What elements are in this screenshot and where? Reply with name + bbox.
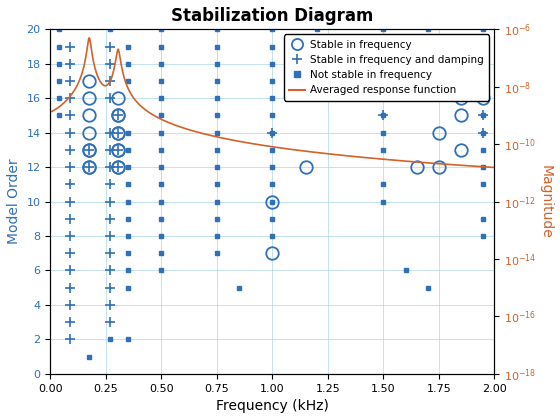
Averaged response function [491, 165, 498, 170]
Not stable in frequency [269, 234, 276, 239]
Stable in frequency [86, 113, 92, 118]
Stable in frequency [115, 147, 122, 152]
Stable in frequency [115, 96, 122, 101]
Stable in frequency [302, 165, 309, 170]
Stable in frequency [115, 113, 122, 118]
Stable in frequency [86, 165, 92, 170]
Stable in frequency and damping [67, 285, 74, 290]
Not stable in frequency [380, 79, 387, 84]
Stable in frequency and damping [107, 251, 114, 256]
Stable in frequency [458, 113, 464, 118]
Averaged response function [217, 135, 223, 140]
Stable in frequency [115, 165, 122, 170]
Stable in frequency and damping [107, 44, 114, 49]
Stable in frequency and damping [107, 234, 114, 239]
Stable in frequency [269, 199, 276, 204]
Stable in frequency and damping [67, 216, 74, 221]
Stable in frequency [413, 165, 420, 170]
Stable in frequency and damping [480, 130, 487, 135]
Stable in frequency and damping [67, 130, 74, 135]
Legend: Stable in frequency, Stable in frequency and damping, Not stable in frequency, A: Stable in frequency, Stable in frequency… [284, 34, 489, 100]
Stable in frequency and damping [67, 165, 74, 170]
Stable in frequency and damping [67, 302, 74, 307]
Y-axis label: Model Order: Model Order [7, 159, 21, 244]
Averaged response function [314, 150, 320, 155]
Not stable in frequency [480, 182, 487, 187]
Stable in frequency and damping [67, 79, 74, 84]
Stable in frequency and damping [67, 61, 74, 66]
Not stable in frequency [56, 27, 63, 32]
Stable in frequency and damping [107, 268, 114, 273]
Stable in frequency and damping [107, 285, 114, 290]
Stable in frequency [86, 147, 92, 152]
Title: Stabilization Diagram: Stabilization Diagram [171, 7, 374, 25]
Stable in frequency and damping [107, 79, 114, 84]
Line: Stable in frequency: Stable in frequency [83, 75, 489, 260]
Stable in frequency and damping [67, 44, 74, 49]
Stable in frequency and damping [67, 337, 74, 342]
Stable in frequency and damping [67, 234, 74, 239]
Averaged response function [336, 152, 343, 158]
Stable in frequency [86, 130, 92, 135]
Stable in frequency [458, 147, 464, 152]
Averaged response function [379, 157, 385, 162]
Line: Averaged response function: Averaged response function [50, 38, 494, 168]
Line: Not stable in frequency: Not stable in frequency [57, 27, 486, 359]
Stable in frequency and damping [67, 113, 74, 118]
Stable in frequency and damping [67, 251, 74, 256]
Stable in frequency [480, 96, 487, 101]
Stable in frequency and damping [107, 320, 114, 325]
Stable in frequency [436, 165, 442, 170]
Averaged response function [86, 35, 92, 40]
Stable in frequency and damping [480, 113, 487, 118]
Averaged response function [47, 109, 54, 114]
Stable in frequency and damping [67, 320, 74, 325]
Stable in frequency and damping [67, 199, 74, 204]
Averaged response function [128, 92, 134, 97]
Stable in frequency and damping [67, 96, 74, 101]
Y-axis label: Magnitude: Magnitude [539, 165, 553, 239]
Stable in frequency and damping [107, 96, 114, 101]
Stable in frequency and damping [107, 199, 114, 204]
Stable in frequency and damping [107, 130, 114, 135]
Stable in frequency [115, 130, 122, 135]
Stable in frequency and damping [107, 182, 114, 187]
X-axis label: Frequency (kHz): Frequency (kHz) [216, 399, 329, 413]
Line: Stable in frequency and damping: Stable in frequency and damping [66, 42, 488, 344]
Stable in frequency [436, 130, 442, 135]
Stable in frequency and damping [107, 302, 114, 307]
Not stable in frequency [213, 44, 220, 49]
Stable in frequency and damping [269, 130, 276, 135]
Stable in frequency and damping [380, 113, 387, 118]
Not stable in frequency [86, 354, 92, 359]
Stable in frequency and damping [67, 182, 74, 187]
Stable in frequency and damping [67, 147, 74, 152]
Stable in frequency and damping [107, 165, 114, 170]
Stable in frequency [86, 96, 92, 101]
Stable in frequency and damping [107, 216, 114, 221]
Stable in frequency [86, 79, 92, 84]
Stable in frequency and damping [107, 147, 114, 152]
Stable in frequency and damping [67, 268, 74, 273]
Not stable in frequency [236, 285, 242, 290]
Stable in frequency [458, 96, 464, 101]
Averaged response function [412, 160, 419, 165]
Stable in frequency and damping [107, 61, 114, 66]
Not stable in frequency [158, 234, 165, 239]
Stable in frequency [269, 251, 276, 256]
